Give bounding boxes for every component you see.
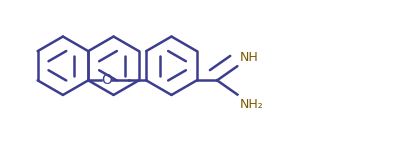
Text: NH: NH bbox=[239, 51, 258, 64]
Text: O: O bbox=[101, 73, 112, 87]
Text: NH₂: NH₂ bbox=[239, 98, 262, 111]
